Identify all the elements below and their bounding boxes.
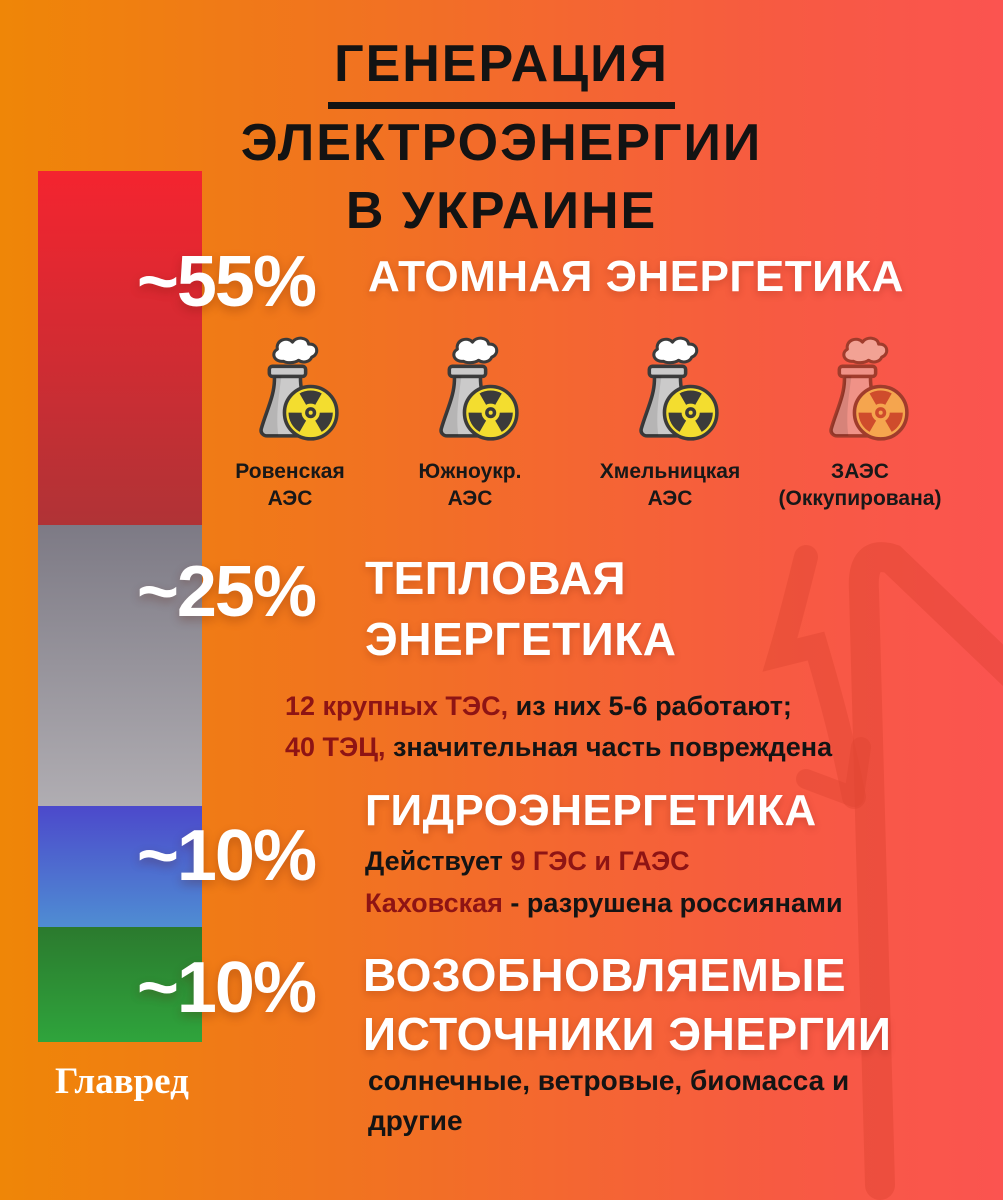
plant-label: Южноукр. АЭС: [418, 460, 522, 511]
percent-label-hydro: ~10%: [136, 816, 317, 896]
thermal-detail-line-1: 12 крупных ТЭС, из них 5-6 работают;: [285, 691, 792, 721]
percent-label-nuclear: ~55%: [136, 242, 317, 322]
nuclear-plant-occupied-icon: [804, 330, 917, 449]
thermal-detail-line-2: 40 ТЭЦ, значительная часть повреждена: [285, 731, 833, 762]
renewables-details: солнечные, ветровые, биомасса и другие: [368, 1065, 850, 1136]
plant-zaes-occupied: ЗАЭС (Оккупирована): [755, 330, 965, 513]
title-line-3: В УКРАИНЕ: [345, 182, 658, 240]
title-line-1: ГЕНЕРАЦИЯ: [328, 30, 675, 109]
nuclear-plant-icon: [414, 330, 527, 449]
bar-segment-hydro: [38, 806, 202, 927]
plant-label: ЗАЭС (Оккупирована): [778, 460, 942, 511]
nuclear-plants-row: Ровенская АЭС Южноукр. АЭС Хмельницкая А…: [0, 330, 1003, 510]
bar-segment-renewables: [38, 927, 202, 1042]
high-voltage-danger-sign-icon: [762, 542, 1003, 1200]
plant-rovenska: Ровенская АЭС: [185, 330, 395, 513]
nuclear-plant-icon: [234, 330, 347, 449]
bar-segment-nuclear: [38, 171, 202, 525]
source-logo-glavred: Главред: [55, 1061, 189, 1102]
percent-label-thermal: ~25%: [136, 552, 317, 632]
section-heading-nuclear: АТОМНАЯ ЭНЕРГЕТИКА: [368, 252, 904, 301]
hydro-details: Действует 9 ГЭС и ГАЭС Каховская - разру…: [365, 841, 843, 925]
hydro-detail-line-2: Каховская - разрушена россиянами: [365, 887, 843, 918]
bar-segment-thermal: [38, 525, 202, 806]
nuclear-plant-icon: [614, 330, 727, 449]
thermal-details: 12 крупных ТЭС, из них 5-6 работают; 40 …: [285, 686, 832, 767]
plant-label: Ровенская АЭС: [235, 460, 345, 511]
title-line-2: ЭЛЕКТРОЭНЕРГИИ: [240, 114, 763, 172]
section-heading-thermal: ТЕПЛОВАЯ ЭНЕРГЕТИКА: [365, 552, 677, 665]
plant-yuzhnoukr: Южноукр. АЭС: [365, 330, 575, 513]
section-heading-renewables: ВОЗОБНОВЛЯЕМЫЕ ИСТОЧНИКИ ЭНЕРГИИ: [363, 949, 892, 1060]
section-heading-hydro: ГИДРОЭНЕРГЕТИКА: [365, 786, 817, 835]
page-title: ГЕНЕРАЦИЯ ЭЛЕКТРОЭНЕРГИИ В УКРАИНЕ: [0, 30, 1003, 245]
percent-label-renewables: ~10%: [136, 948, 317, 1028]
hydro-detail-line-1: Действует 9 ГЭС и ГАЭС: [365, 846, 690, 876]
plant-khmelnytska: Хмельницкая АЭС: [565, 330, 775, 513]
plant-label: Хмельницкая АЭС: [599, 460, 741, 511]
